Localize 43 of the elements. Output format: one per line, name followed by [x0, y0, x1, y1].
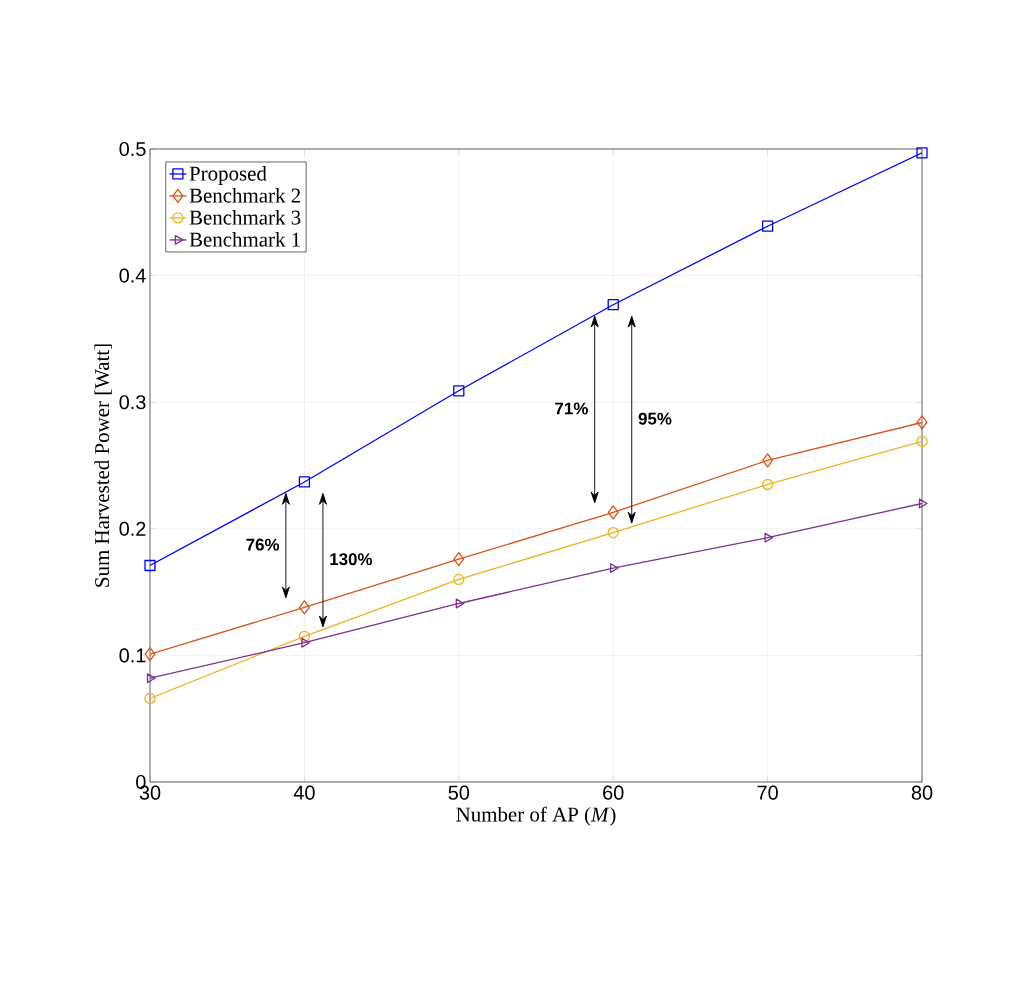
annotation: 95%: [638, 412, 672, 425]
legend-label: Benchmark 1: [189, 231, 300, 247]
y-tick-label: 0.2: [119, 521, 146, 536]
point: [764, 532, 774, 543]
point: [453, 552, 465, 567]
x-tick-label: 80: [911, 785, 933, 800]
point: [144, 692, 156, 705]
point: [762, 453, 774, 468]
point: [298, 476, 311, 488]
point: [144, 559, 156, 572]
annotation: 130%: [330, 553, 373, 566]
point: [607, 299, 619, 311]
x-tick-label: 40: [293, 785, 315, 800]
point: [298, 600, 310, 615]
point: [916, 435, 928, 448]
point: [761, 478, 774, 491]
legend-label: Benchmark 3: [189, 209, 301, 225]
x-tick-label: 70: [757, 785, 778, 800]
x-tick-label: 60: [603, 785, 624, 800]
point: [918, 498, 928, 509]
annotation: 76%: [246, 538, 280, 551]
point: [453, 573, 465, 586]
point: [298, 630, 311, 643]
point: [610, 563, 619, 574]
y-tick-label: 0.1: [119, 648, 146, 663]
point: [607, 526, 619, 539]
point: [301, 637, 311, 648]
legend-label: Proposed: [189, 165, 267, 185]
point: [761, 220, 774, 232]
x-axis-title: Number of AP (M): [456, 806, 616, 826]
point: [455, 598, 465, 609]
point: [607, 505, 619, 520]
y-tick-label: 0.4: [119, 268, 146, 283]
point: [453, 385, 465, 397]
point: [916, 147, 928, 159]
point: [146, 673, 156, 684]
annotation: 71%: [555, 402, 588, 415]
point: [916, 415, 928, 430]
y-axis-title: Sum Harvested Power [Watt]: [94, 344, 112, 587]
legend-label: Benchmark 2: [189, 187, 301, 203]
x-tick-label: 50: [448, 785, 470, 800]
y-tick-label: 0.5: [119, 141, 146, 157]
y-tick-label: 0.3: [119, 395, 146, 410]
